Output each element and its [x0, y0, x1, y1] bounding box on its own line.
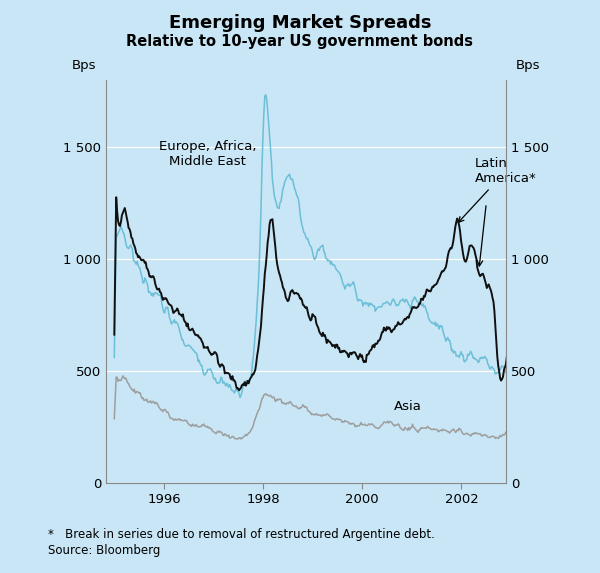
Text: Source: Bloomberg: Source: Bloomberg	[48, 544, 160, 557]
Text: Asia: Asia	[394, 400, 422, 413]
Text: Europe, Africa,
Middle East: Europe, Africa, Middle East	[159, 140, 257, 168]
Text: *   Break in series due to removal of restructured Argentine debt.: * Break in series due to removal of rest…	[48, 528, 435, 541]
Text: Latin
America*: Latin America*	[458, 157, 536, 222]
Text: Emerging Market Spreads: Emerging Market Spreads	[169, 14, 431, 32]
Text: Bps: Bps	[72, 59, 97, 72]
Text: Relative to 10-year US government bonds: Relative to 10-year US government bonds	[127, 34, 473, 49]
Text: Bps: Bps	[515, 59, 540, 72]
